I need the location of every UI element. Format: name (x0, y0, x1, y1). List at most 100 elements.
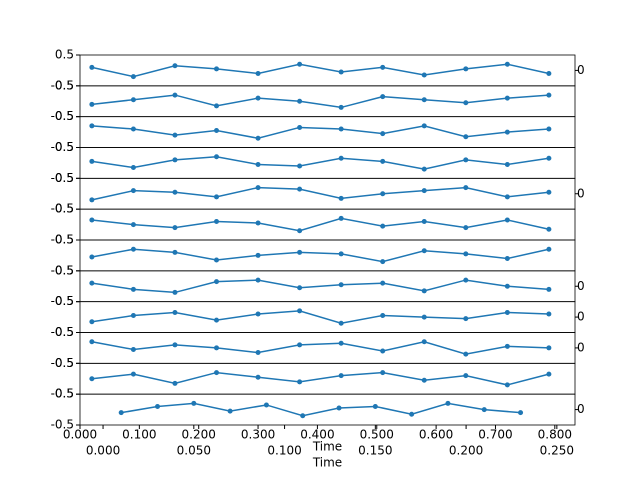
marker (463, 134, 469, 140)
x-tick-label: 0.800 (538, 428, 572, 442)
marker (546, 345, 552, 351)
y-tick-label: -0.5 (51, 78, 74, 92)
series-line (91, 371, 550, 386)
x-tick-label: 0.000 (86, 444, 120, 458)
x-tick-label: 0.200 (449, 444, 483, 458)
marker (300, 413, 306, 419)
marker (214, 345, 220, 351)
marker (338, 373, 344, 379)
marker (214, 317, 220, 323)
marker (297, 98, 303, 104)
marker (380, 348, 386, 354)
marker (255, 277, 261, 283)
marker (130, 346, 136, 352)
y-tick-label: -0.5 (51, 109, 74, 123)
marker (214, 370, 220, 376)
y-tick-label: 0.5 (55, 171, 74, 185)
marker (463, 66, 469, 72)
marker (255, 374, 261, 380)
marker (214, 257, 220, 263)
marker (338, 104, 344, 110)
series-line (91, 186, 549, 201)
y2-tick-label: 0 (577, 63, 585, 77)
marker (546, 246, 552, 252)
marker (380, 259, 386, 265)
marker (130, 286, 136, 292)
marker (504, 161, 510, 167)
marker (172, 132, 178, 138)
x-axis-label: Time (312, 456, 342, 470)
marker (89, 197, 95, 203)
marker (297, 186, 303, 192)
marker (89, 64, 95, 70)
marker (421, 377, 427, 383)
marker (338, 155, 344, 161)
y-tick-label: -0.5 (51, 171, 74, 185)
marker (297, 249, 303, 255)
marker (338, 69, 344, 75)
series-line (91, 279, 549, 294)
y-tick-label: 0.5 (55, 202, 74, 216)
marker (172, 225, 178, 231)
marker (338, 320, 344, 326)
x-tick-label: 0.100 (267, 444, 301, 458)
marker (227, 408, 233, 414)
marker (297, 379, 303, 385)
x-tick-label: 0.600 (419, 428, 453, 442)
marker (504, 256, 510, 261)
marker (338, 215, 344, 221)
series-line (91, 125, 549, 140)
series-line (91, 340, 549, 355)
marker (380, 131, 386, 137)
series-line (91, 94, 549, 109)
marker (89, 101, 95, 107)
marker (255, 95, 261, 101)
x-tick-label: 0.200 (182, 428, 216, 442)
marker (130, 126, 136, 132)
marker (89, 376, 95, 382)
series-line (91, 248, 550, 263)
marker (130, 97, 136, 103)
marker (172, 157, 178, 163)
marker (380, 158, 386, 164)
marker (421, 72, 427, 78)
marker (546, 371, 552, 377)
y-tick-label: -0.5 (51, 387, 74, 401)
marker (297, 342, 303, 348)
marker (172, 342, 178, 348)
marker (297, 124, 303, 130)
y-tick-label: 0.5 (55, 263, 74, 277)
marker (445, 400, 451, 406)
series-line (91, 217, 550, 232)
x-tick-label: 0.000 (63, 428, 97, 442)
marker (336, 405, 342, 411)
y2-tick-label: 0 (577, 340, 585, 354)
marker (421, 166, 427, 172)
marker (504, 61, 510, 67)
marker (463, 185, 469, 191)
y-tick-label: 0.5 (55, 48, 74, 62)
marker (421, 123, 427, 129)
axes-frame (79, 239, 576, 272)
series-line (121, 402, 521, 417)
marker (172, 380, 178, 386)
marker (130, 371, 136, 377)
y-tick-label: -0.5 (51, 263, 74, 277)
marker (421, 339, 427, 345)
x-tick-label: 0.150 (358, 444, 392, 458)
y-tick-label: 0.5 (55, 387, 74, 401)
marker (297, 163, 303, 169)
marker (463, 373, 469, 379)
axes-frame (79, 177, 576, 210)
marker (255, 71, 261, 76)
marker (338, 282, 344, 288)
marker (255, 161, 261, 167)
marker (421, 288, 427, 294)
marker (172, 249, 178, 255)
y-tick-label: 0.5 (55, 356, 74, 370)
marker (546, 226, 552, 232)
marker (89, 280, 95, 286)
marker (380, 313, 386, 319)
marker (172, 289, 178, 295)
